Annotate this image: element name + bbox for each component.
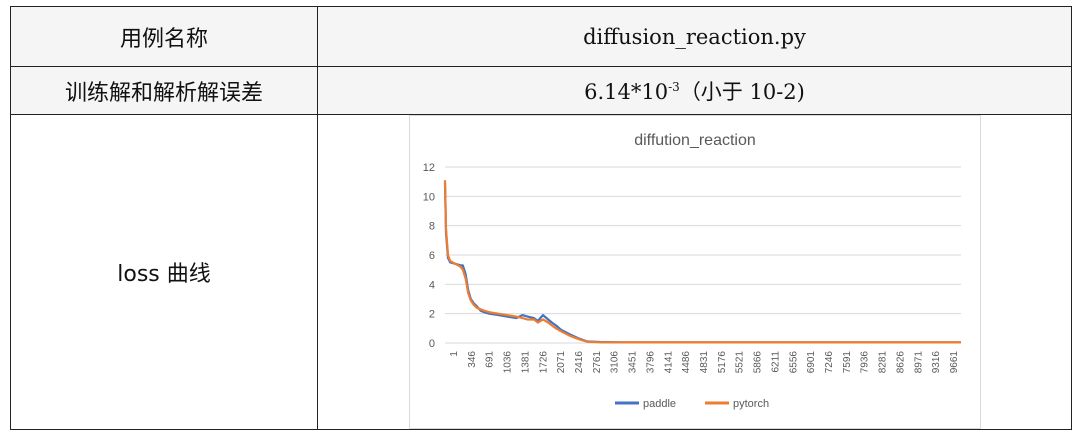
loss-curve-cell: diffution_reaction 0 2 4 6 8 10 12 1 346 691 1036… xyxy=(317,114,1072,430)
x-tick-label: 7936 xyxy=(859,351,870,374)
error-value-exponent: -3 xyxy=(668,79,680,94)
error-label: 训练解和解析解误差 xyxy=(10,66,318,115)
x-tick-label: 2071 xyxy=(556,351,567,374)
y-tick-labels: 0 2 4 6 8 10 12 xyxy=(422,162,434,350)
chart-series xyxy=(443,180,961,344)
x-tick-label: 5521 xyxy=(734,351,745,374)
case-name-label: 用例名称 xyxy=(10,6,318,67)
error-value-tail: （小于 10-2) xyxy=(679,79,805,104)
y-tick-label: 0 xyxy=(428,338,434,350)
table-row: 训练解和解析解误差 6.14*10-3（小于 10-2) xyxy=(10,66,1072,115)
x-tick-label: 7246 xyxy=(824,351,835,374)
y-tick-label: 4 xyxy=(428,279,434,291)
error-value: 6.14*10-3（小于 10-2) xyxy=(317,66,1072,115)
x-tick-label: 5866 xyxy=(752,351,763,374)
x-tick-label: 6901 xyxy=(806,351,817,374)
x-tick-label: 8971 xyxy=(913,351,924,374)
x-tick-label: 8626 xyxy=(895,351,906,374)
x-tick-label: 1 xyxy=(449,351,460,357)
x-tick-label: 4831 xyxy=(699,351,710,374)
x-tick-label: 6556 xyxy=(788,351,799,374)
x-tick-label: 9661 xyxy=(949,351,960,374)
x-tick-label: 7591 xyxy=(841,351,852,374)
y-tick-label: 8 xyxy=(428,221,434,233)
x-tick-label: 1036 xyxy=(502,351,513,374)
loss-chart-container: diffution_reaction 0 2 4 6 8 10 12 1 346 691 1036… xyxy=(408,115,981,429)
x-tick-label: 5176 xyxy=(716,351,727,374)
x-tick-labels: 1 346 691 1036 1381 1726 2071 2416 2761 3106 3451 3… xyxy=(449,351,960,374)
x-tick-label: 4486 xyxy=(681,351,692,374)
series-line-pytorch xyxy=(443,180,961,344)
loss-chart: diffution_reaction 0 2 4 6 8 10 12 1 346 691 1036… xyxy=(408,115,981,429)
legend-label: paddle xyxy=(643,398,676,410)
x-tick-label: 4141 xyxy=(663,351,674,374)
table-row: loss 曲线 diffution_reaction 0 2 4 6 8 10 12 1 34… xyxy=(10,114,1072,430)
y-tick-label: 10 xyxy=(422,191,434,203)
error-value-base: 6.14*10 xyxy=(584,79,669,104)
y-tick-label: 12 xyxy=(422,162,434,174)
chart-grid xyxy=(444,166,961,344)
info-table: 用例名称 diffusion_reaction.py 训练解和解析解误差 6.1… xyxy=(10,6,1072,430)
x-tick-label: 3451 xyxy=(627,351,638,374)
x-tick-label: 6211 xyxy=(770,351,781,373)
x-tick-label: 346 xyxy=(466,351,477,368)
table-row: 用例名称 diffusion_reaction.py xyxy=(10,6,1072,67)
x-tick-label: 2416 xyxy=(574,351,585,374)
x-tick-label: 691 xyxy=(484,351,495,368)
case-name-value: diffusion_reaction.py xyxy=(317,6,1072,67)
chart-title: diffution_reaction xyxy=(634,132,756,149)
chart-frame xyxy=(408,115,981,429)
y-tick-label: 2 xyxy=(428,309,434,321)
x-tick-label: 1726 xyxy=(538,351,549,374)
y-tick-label: 6 xyxy=(428,250,434,262)
x-tick-label: 2761 xyxy=(591,351,602,374)
legend-label: pytorch xyxy=(733,398,769,410)
chart-legend: paddle pytorch xyxy=(614,398,769,410)
x-tick-label: 9316 xyxy=(931,351,942,374)
x-tick-label: 3796 xyxy=(645,351,656,374)
x-tick-label: 8281 xyxy=(877,351,888,374)
x-tick-label: 1381 xyxy=(520,351,531,374)
loss-curve-label: loss 曲线 xyxy=(10,114,318,430)
x-tick-label: 3106 xyxy=(609,351,620,374)
